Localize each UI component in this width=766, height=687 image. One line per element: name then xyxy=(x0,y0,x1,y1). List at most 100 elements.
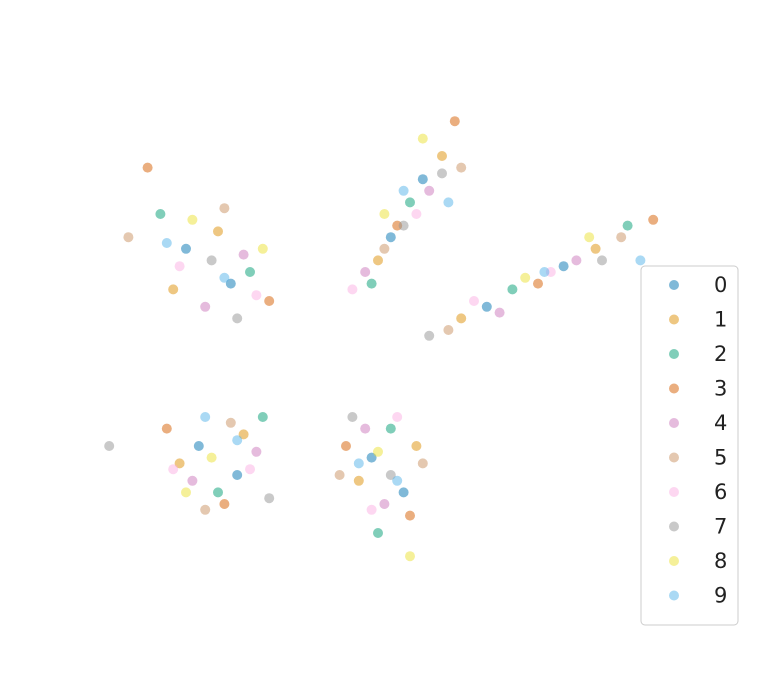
point xyxy=(193,441,204,451)
point xyxy=(360,267,371,277)
point xyxy=(385,470,396,480)
point xyxy=(379,499,390,509)
point xyxy=(398,185,409,196)
point xyxy=(360,423,371,434)
point xyxy=(597,255,607,266)
point xyxy=(341,441,351,451)
point xyxy=(174,458,185,469)
point xyxy=(334,470,345,480)
point xyxy=(232,435,243,446)
point xyxy=(622,220,633,231)
legend-label: 5 xyxy=(714,446,727,470)
point xyxy=(238,429,249,440)
points xyxy=(104,116,659,562)
point xyxy=(264,493,275,504)
point xyxy=(245,267,255,277)
point xyxy=(411,209,422,219)
point xyxy=(417,133,428,144)
point xyxy=(257,412,268,422)
legend-label: 3 xyxy=(714,377,727,401)
point xyxy=(558,261,569,272)
point xyxy=(405,197,415,208)
legend-marker xyxy=(669,452,679,463)
point xyxy=(590,243,601,254)
point xyxy=(174,261,185,272)
point xyxy=(379,209,390,219)
point xyxy=(232,313,243,324)
legend-label: 1 xyxy=(714,308,727,332)
point xyxy=(366,504,377,515)
legend-label: 4 xyxy=(714,411,727,435)
point xyxy=(213,487,223,498)
point xyxy=(225,278,236,289)
point xyxy=(168,284,179,295)
point xyxy=(142,162,153,173)
point xyxy=(437,168,447,179)
point xyxy=(347,284,358,295)
legend-marker xyxy=(669,280,679,290)
legend-label: 6 xyxy=(714,480,727,504)
point xyxy=(405,551,415,562)
point xyxy=(238,249,249,260)
point xyxy=(398,487,409,498)
point xyxy=(353,458,364,469)
point xyxy=(449,116,460,127)
point xyxy=(571,255,582,266)
point xyxy=(257,243,268,254)
legend-box xyxy=(640,265,739,626)
point xyxy=(366,278,377,289)
point xyxy=(219,203,230,214)
point xyxy=(424,330,435,341)
point xyxy=(200,412,211,422)
point xyxy=(616,232,627,243)
legend: 0 1 2 3 4 5 6 7 8 9 xyxy=(640,265,739,626)
point xyxy=(443,197,454,208)
point xyxy=(424,185,435,196)
point xyxy=(392,475,403,486)
point xyxy=(123,232,134,243)
legend-marker xyxy=(669,521,679,532)
legend-label: 2 xyxy=(714,342,727,366)
legend-marker xyxy=(669,590,679,601)
point xyxy=(584,232,595,243)
point xyxy=(411,441,422,451)
point xyxy=(251,446,262,457)
point xyxy=(353,475,364,486)
point xyxy=(200,301,211,312)
point xyxy=(219,499,230,509)
legend-label: 8 xyxy=(714,549,727,573)
point xyxy=(456,162,467,173)
point xyxy=(168,464,179,475)
point xyxy=(533,278,543,289)
point xyxy=(366,452,377,463)
point xyxy=(373,528,383,538)
point xyxy=(373,255,383,266)
point xyxy=(385,232,396,243)
point xyxy=(104,441,115,451)
point xyxy=(494,307,505,318)
legend-marker xyxy=(669,556,679,566)
point xyxy=(232,470,243,480)
point xyxy=(161,238,172,248)
point xyxy=(507,284,518,295)
point xyxy=(251,290,262,301)
point xyxy=(187,475,198,486)
point xyxy=(161,423,172,434)
legend-marker xyxy=(669,349,679,359)
point xyxy=(379,243,390,254)
point xyxy=(181,243,191,254)
point xyxy=(417,174,428,185)
legend-label: 7 xyxy=(714,515,727,539)
point xyxy=(155,209,166,219)
point xyxy=(200,504,211,515)
point xyxy=(225,417,236,428)
point xyxy=(347,412,358,422)
point xyxy=(385,423,396,434)
point xyxy=(187,214,198,225)
point xyxy=(181,487,191,498)
point xyxy=(481,301,492,312)
legend-marker xyxy=(669,314,679,325)
point xyxy=(437,151,447,161)
point xyxy=(456,313,467,324)
